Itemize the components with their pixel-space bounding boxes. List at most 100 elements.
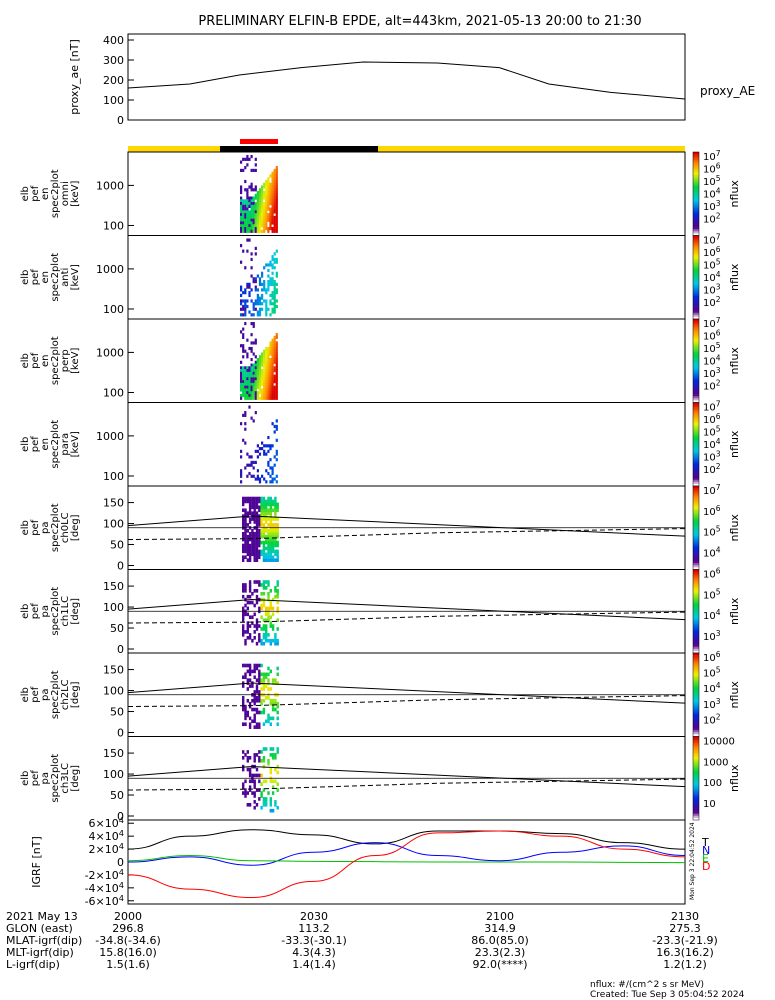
pitch-angle-cell xyxy=(244,704,247,709)
spectrogram-cell xyxy=(250,474,253,478)
spectrogram-cell xyxy=(271,338,274,342)
spectrogram-cell xyxy=(267,218,270,222)
ytick-label: 400 xyxy=(103,34,124,47)
pitch-angle-cell xyxy=(269,770,272,775)
pitch-angle-cell xyxy=(267,543,270,548)
spectrogram-cell xyxy=(252,474,255,478)
spectrogram-cell xyxy=(269,185,272,189)
ytick-label: 100 xyxy=(103,470,124,483)
spectrogram-cell xyxy=(271,199,274,203)
spectrogram-cell xyxy=(261,371,264,375)
pitch-angle-cell xyxy=(258,773,261,778)
pitch-angle-cell xyxy=(248,785,252,789)
spectrogram-cell xyxy=(269,474,272,478)
spectrogram-cell xyxy=(250,377,253,381)
spectrogram-cell xyxy=(263,280,266,284)
colorbar-cell xyxy=(693,362,699,366)
spectrogram-cell xyxy=(244,207,247,211)
spectrogram-cell xyxy=(263,363,266,367)
ylabel-line: ch1LC xyxy=(60,596,71,627)
pitch-angle-cell xyxy=(248,508,252,513)
spectrogram-cell xyxy=(258,277,262,281)
spectrogram-cell xyxy=(275,291,278,295)
spectrogram-cell xyxy=(275,221,278,225)
spectrogram-cell xyxy=(265,360,268,364)
pitch-angle-cell xyxy=(267,678,270,682)
spectrogram-cell xyxy=(273,357,276,362)
spectrogram-cell xyxy=(273,424,276,429)
colorbar-cell xyxy=(693,262,699,266)
pitch-angle-cell xyxy=(274,537,277,542)
colorbar-cell xyxy=(693,705,699,708)
pitch-angle-cell xyxy=(260,502,263,507)
ylabel-line: en xyxy=(40,438,51,451)
colorbar-cell xyxy=(693,525,699,529)
spectrogram-cell xyxy=(271,282,274,286)
colorbar-cell xyxy=(693,170,699,174)
spectrogram-cell xyxy=(256,313,259,317)
spectrogram-cell xyxy=(271,382,274,387)
pitch-angle-cell xyxy=(244,583,247,587)
spectrogram-cell xyxy=(242,385,245,389)
spectrogram-cell xyxy=(240,210,243,214)
spectrogram-cell xyxy=(254,341,257,345)
colorbar-cell xyxy=(693,181,699,184)
spectrogram-cell xyxy=(246,210,249,214)
ylabel-line: pef xyxy=(30,185,41,202)
colorbar-cell xyxy=(693,467,699,470)
colorbar-cell xyxy=(693,381,699,385)
spectrogram-cell xyxy=(273,396,276,400)
spectrogram-cell xyxy=(273,260,276,264)
orbit-row-label: MLAT-igrf(dip) xyxy=(6,934,82,947)
colorbar-cell xyxy=(693,300,699,303)
pitch-angle-cell xyxy=(255,589,259,593)
pitch-angle-cell xyxy=(267,496,270,501)
pitch-angle-cell xyxy=(253,502,256,507)
pitch-angle-cell xyxy=(258,672,261,677)
spectrogram-cell xyxy=(269,349,272,353)
spectrogram-cell xyxy=(265,480,268,484)
pitch-angle-cell xyxy=(246,663,249,668)
spectrogram-cell xyxy=(244,166,247,170)
pitch-angle-cell xyxy=(271,627,275,631)
spectrogram-cell xyxy=(267,280,270,284)
pitch-angle-cell xyxy=(244,529,247,533)
spectrogram-cell xyxy=(275,177,278,181)
colorbar-cell xyxy=(693,546,699,550)
spectrogram-cell xyxy=(244,371,247,375)
pitch-angle-cell xyxy=(246,630,249,634)
spectrogram-cell xyxy=(265,221,268,225)
pitch-angle-cell xyxy=(248,770,252,775)
colorbar-cell xyxy=(693,396,699,399)
spectrogram-cell xyxy=(254,185,257,189)
pitch-angle-cell xyxy=(267,529,270,533)
colorbar-cell xyxy=(693,611,699,614)
spectrogram-cell xyxy=(261,293,264,298)
spectrogram-cell xyxy=(261,374,264,378)
spectrogram-cell xyxy=(244,224,247,228)
pitch-angle-cell xyxy=(269,802,272,807)
spectrogram-cell xyxy=(242,380,245,384)
pitch-angle-cell xyxy=(242,520,245,524)
spectrogram-cell xyxy=(252,460,255,465)
spectrogram-cell xyxy=(271,385,274,389)
colorbar-cell xyxy=(693,792,699,796)
colorbar-cell xyxy=(693,590,699,594)
spectrogram-cell xyxy=(265,218,268,222)
spectrogram-cell xyxy=(258,452,262,456)
spectrogram-cell xyxy=(244,422,247,426)
spectrogram-cell xyxy=(246,215,249,220)
pitch-angle-cell xyxy=(255,641,259,646)
spectrogram-cell xyxy=(275,185,278,189)
spectrogram-cell xyxy=(256,382,259,387)
pitch-angle-cell xyxy=(255,690,259,694)
colorbar-cell xyxy=(693,339,699,343)
pitch-angle-cell xyxy=(267,719,270,724)
spectrogram-cell xyxy=(254,288,257,292)
pitch-angle-cell xyxy=(271,534,275,539)
pitch-angle-cell xyxy=(267,531,270,536)
colorbar-cell xyxy=(693,556,699,560)
pitch-angle-cell xyxy=(258,534,261,539)
